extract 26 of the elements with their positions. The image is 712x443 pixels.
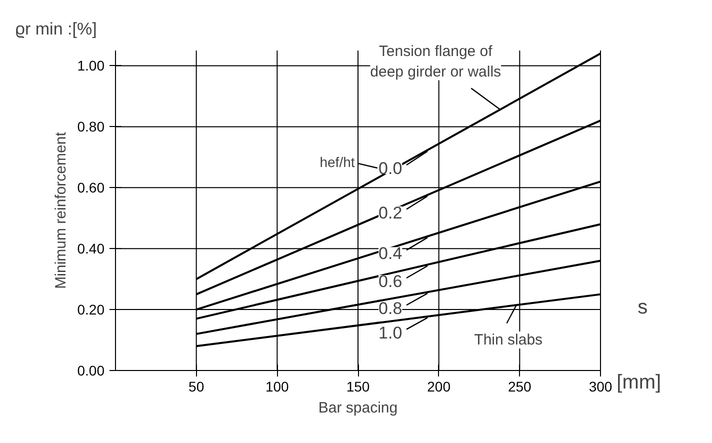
y-tick-label: 0.20 <box>77 302 105 318</box>
annotation: Thin slabs <box>474 332 543 349</box>
x-tick-label: 150 <box>346 378 370 394</box>
annotation: Tension flange of deep girder or walls <box>370 42 502 80</box>
y-tick-label: 0.60 <box>77 180 105 196</box>
text: [mm] <box>616 371 662 394</box>
text: ϱr min :[%] <box>15 19 97 38</box>
y-tick-label: 0.40 <box>77 240 105 257</box>
y-axis-title: Minimum reinforcement <box>52 131 70 289</box>
x-tick-label: 200 <box>427 378 451 394</box>
x-tick-label: 250 <box>508 378 532 394</box>
legend-title: hef/ht <box>320 154 355 170</box>
legend-label: 0.6 <box>378 272 402 292</box>
y-tick-label: 1.00 <box>77 58 105 74</box>
x-tick-label: 100 <box>265 378 290 394</box>
legend-label: 0.2 <box>378 203 402 222</box>
legend-label: 0.0 <box>378 159 402 178</box>
x-tick-label: 50 <box>188 378 204 394</box>
legend-label: 0.8 <box>378 299 402 318</box>
y-tick-label: 0.00 <box>77 362 105 378</box>
legend-label: 1.0 <box>378 323 402 342</box>
x-axis-title: Bar spacing <box>318 400 398 416</box>
x-tick-label: 300 <box>588 378 612 394</box>
text: s <box>638 296 648 319</box>
y-tick-label: 0.80 <box>77 118 105 135</box>
legend-label: 0.4 <box>378 244 402 264</box>
